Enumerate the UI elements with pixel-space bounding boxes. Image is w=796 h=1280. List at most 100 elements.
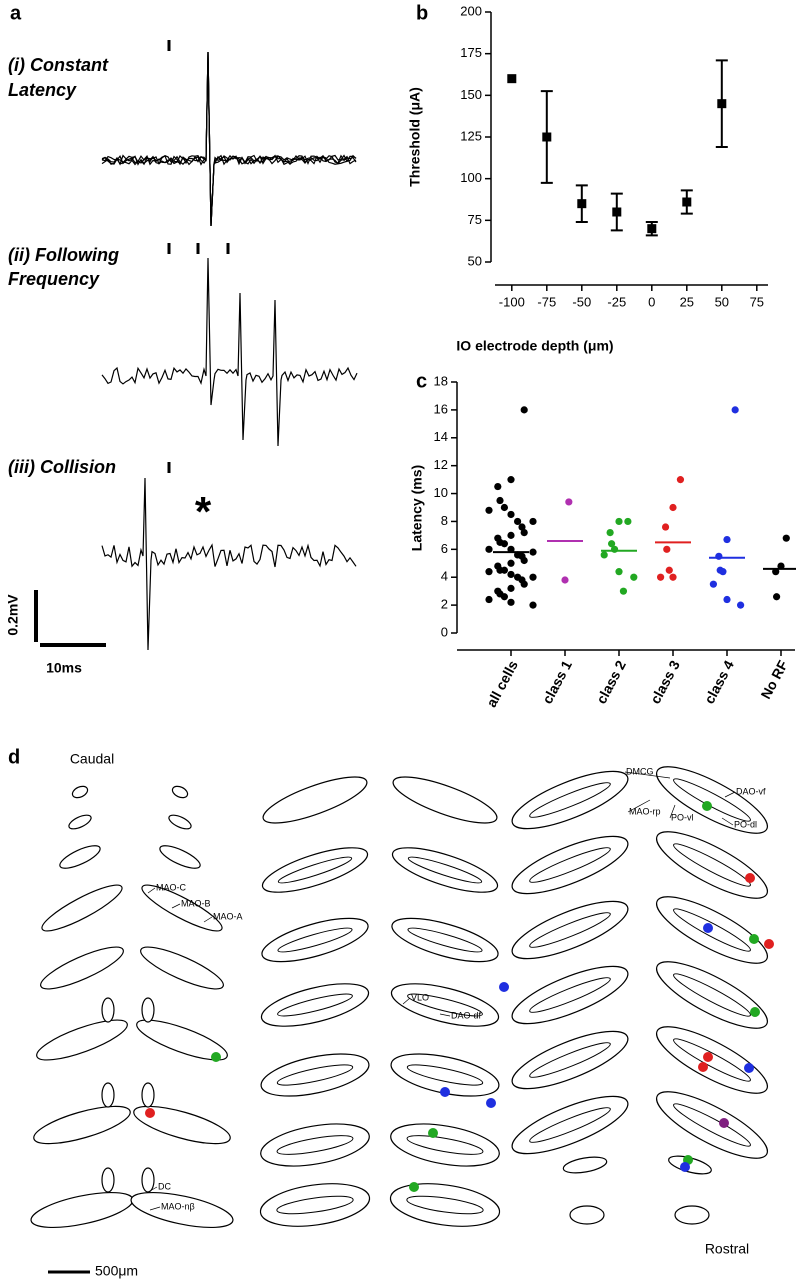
- point: [612, 207, 622, 217]
- structure-label: DMCG: [626, 766, 654, 776]
- section-outline: [159, 845, 201, 869]
- section-outline: [511, 1095, 629, 1155]
- structure-label: DAO-df: [451, 1010, 482, 1020]
- recording-site: [440, 1087, 450, 1097]
- section-outline: [406, 1195, 484, 1215]
- trace-label: (i) Constant: [8, 55, 109, 75]
- point: [669, 573, 677, 581]
- leader-line: [721, 817, 734, 826]
- scale-label: 500μm: [95, 1263, 138, 1279]
- section-outline: [511, 1030, 629, 1090]
- x-tick-label: class 1: [539, 657, 575, 706]
- panel-label: b: [416, 2, 428, 24]
- point: [606, 529, 614, 537]
- point: [520, 406, 528, 414]
- point: [485, 595, 493, 604]
- x-tick-label: -75: [537, 294, 556, 309]
- section-outline: [673, 1103, 751, 1147]
- section-outline: [40, 946, 124, 990]
- recording-site: [744, 1063, 754, 1073]
- panel-label: a: [10, 2, 22, 24]
- y-tick-label: 14: [434, 429, 448, 444]
- section-outline: [141, 997, 155, 1023]
- trace-label: Frequency: [8, 269, 100, 289]
- point: [496, 496, 504, 505]
- y-tick-label: 50: [468, 253, 482, 268]
- point: [647, 224, 657, 234]
- section-outline: [141, 884, 223, 932]
- section-outline: [171, 785, 189, 799]
- section-outline: [68, 814, 92, 830]
- section-outline: [140, 946, 224, 990]
- point: [676, 476, 685, 484]
- trace-label: (ii) Following: [8, 245, 119, 265]
- x-tick-label: 75: [750, 294, 764, 309]
- structure-label: PO-vl: [671, 812, 694, 822]
- x-tick-label: class 4: [701, 657, 737, 706]
- y-axis-title: Latency (ms): [409, 465, 425, 551]
- recording-site: [428, 1128, 438, 1138]
- section-outline: [562, 1156, 608, 1174]
- orientation-label: Caudal: [70, 751, 114, 767]
- section-outline: [511, 900, 629, 960]
- recording-site: [745, 873, 755, 883]
- section-outline: [529, 782, 611, 818]
- recording-site: [764, 939, 774, 949]
- y-tick-label: 150: [460, 87, 482, 102]
- section-outline: [276, 1195, 354, 1215]
- recording-site: [703, 1052, 713, 1062]
- y-tick-label: 10: [434, 485, 448, 500]
- recording-site: [409, 1182, 419, 1192]
- section-outline: [569, 1205, 605, 1225]
- point: [615, 568, 623, 576]
- section-outline: [529, 1042, 611, 1078]
- structure-label: MAO-A: [213, 911, 243, 921]
- point: [500, 593, 508, 601]
- point: [485, 545, 493, 553]
- leader-line: [147, 1186, 158, 1193]
- orientation-label: Rostral: [705, 1241, 749, 1257]
- point: [731, 406, 739, 414]
- point: [514, 517, 522, 526]
- y-tick-label: 12: [434, 457, 448, 472]
- point: [485, 568, 493, 576]
- section-outline: [136, 1019, 228, 1061]
- point: [520, 529, 528, 537]
- point: [494, 482, 502, 491]
- section-outline: [33, 1105, 131, 1145]
- scale-label: 10ms: [46, 660, 82, 676]
- y-tick-label: 2: [441, 597, 448, 612]
- point: [485, 506, 493, 514]
- x-tick-label: 25: [680, 294, 694, 309]
- y-tick-label: 16: [434, 401, 448, 416]
- point: [624, 517, 632, 526]
- section-outline: [277, 927, 353, 953]
- y-tick-label: 4: [441, 569, 448, 584]
- x-tick-label: class 3: [647, 657, 683, 706]
- y-tick-label: 175: [460, 45, 482, 60]
- point: [520, 580, 528, 588]
- y-tick-label: 6: [441, 541, 448, 556]
- trace: [101, 257, 358, 447]
- section-outline: [30, 1191, 134, 1229]
- section-outline: [656, 766, 768, 834]
- leader-line: [669, 804, 676, 819]
- point: [565, 498, 573, 506]
- section-outline: [656, 961, 768, 1029]
- trace: [101, 51, 357, 227]
- x-tick-label: -100: [499, 294, 525, 309]
- point: [518, 523, 526, 531]
- section-outline: [391, 847, 499, 893]
- section-outline: [168, 814, 192, 830]
- section-outline: [407, 993, 483, 1017]
- point: [719, 568, 727, 576]
- point: [507, 570, 515, 579]
- y-tick-label: 200: [460, 3, 482, 18]
- asterisk: *: [195, 488, 212, 535]
- point: [610, 545, 619, 553]
- y-tick-label: 18: [434, 373, 448, 388]
- section-outline: [511, 835, 629, 895]
- section-outline: [656, 1091, 768, 1159]
- point: [661, 523, 670, 531]
- y-tick-label: 75: [468, 212, 482, 227]
